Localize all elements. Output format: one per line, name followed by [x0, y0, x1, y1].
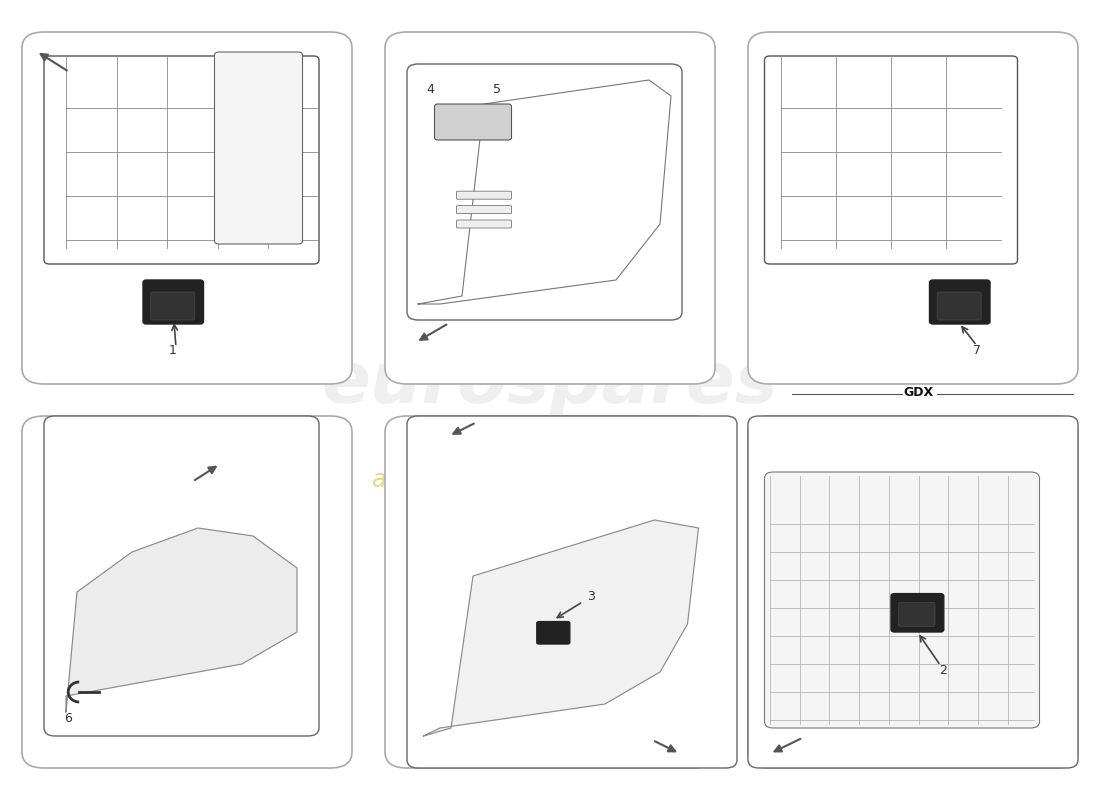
FancyBboxPatch shape	[44, 56, 319, 264]
FancyBboxPatch shape	[22, 32, 352, 384]
FancyBboxPatch shape	[385, 32, 715, 384]
FancyBboxPatch shape	[748, 32, 1078, 384]
Text: a passion for parts since 1988: a passion for parts since 1988	[372, 468, 728, 492]
FancyBboxPatch shape	[151, 292, 195, 320]
FancyBboxPatch shape	[456, 220, 512, 228]
FancyBboxPatch shape	[899, 602, 935, 626]
Text: eurospares: eurospares	[321, 350, 779, 418]
Text: GDX: GDX	[903, 386, 934, 399]
FancyBboxPatch shape	[748, 416, 1078, 768]
FancyBboxPatch shape	[764, 56, 1018, 264]
Polygon shape	[424, 520, 698, 736]
FancyBboxPatch shape	[456, 206, 512, 214]
FancyBboxPatch shape	[937, 292, 981, 320]
FancyBboxPatch shape	[930, 280, 990, 324]
Text: 6: 6	[64, 712, 72, 725]
FancyBboxPatch shape	[22, 416, 352, 768]
Polygon shape	[66, 528, 297, 712]
Text: 5: 5	[493, 82, 500, 96]
FancyBboxPatch shape	[891, 594, 944, 632]
Text: 3: 3	[587, 590, 595, 603]
FancyBboxPatch shape	[143, 280, 204, 324]
FancyBboxPatch shape	[44, 416, 319, 736]
Text: 4: 4	[427, 82, 434, 96]
Text: 1: 1	[168, 344, 177, 357]
FancyBboxPatch shape	[385, 416, 715, 768]
FancyBboxPatch shape	[214, 52, 302, 244]
Text: 2: 2	[938, 664, 947, 677]
FancyBboxPatch shape	[434, 104, 512, 140]
FancyBboxPatch shape	[407, 416, 737, 768]
FancyBboxPatch shape	[537, 622, 570, 644]
FancyBboxPatch shape	[456, 191, 512, 199]
FancyBboxPatch shape	[748, 416, 1078, 768]
FancyBboxPatch shape	[764, 472, 1040, 728]
Text: 7: 7	[972, 344, 981, 357]
FancyBboxPatch shape	[407, 64, 682, 320]
